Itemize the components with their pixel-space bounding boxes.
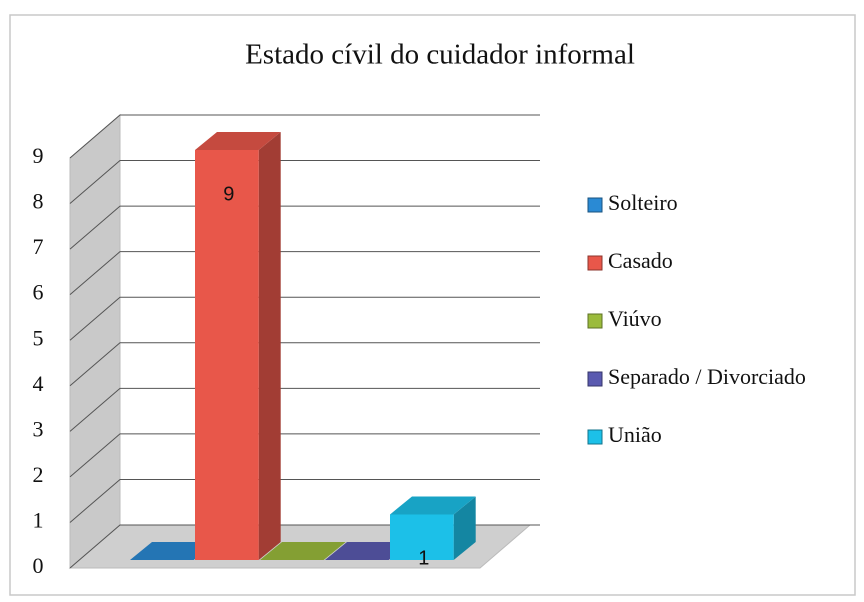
data-label: 1 xyxy=(418,548,429,570)
grid-line xyxy=(69,387,540,432)
y-tick-label: 1 xyxy=(33,507,44,532)
data-label: 9 xyxy=(223,183,234,205)
y-tick-label: 3 xyxy=(33,416,44,441)
legend-swatch xyxy=(587,255,603,271)
grid-line xyxy=(69,251,540,296)
legend-label: Solteiro xyxy=(608,190,678,215)
y-tick-label: 6 xyxy=(33,280,44,305)
bar-top xyxy=(390,496,476,515)
legend-label: União xyxy=(608,422,662,447)
grid-line xyxy=(69,114,540,159)
bar-top xyxy=(325,542,411,560)
bar xyxy=(390,514,454,560)
bar-top xyxy=(130,542,216,560)
legend-swatch xyxy=(587,313,603,329)
bar-side xyxy=(453,496,476,560)
legend-label: Separado / Divorciado xyxy=(608,364,806,389)
y-tick-label: 8 xyxy=(33,189,44,214)
grid-line xyxy=(69,478,540,523)
grid-line xyxy=(69,160,540,204)
legend-swatch xyxy=(587,429,603,445)
side-wall xyxy=(69,113,121,570)
y-tick-label: 9 xyxy=(33,143,44,168)
y-tick-label: 5 xyxy=(33,325,44,350)
grid-line xyxy=(69,433,540,478)
legend-label: Viúvo xyxy=(608,306,662,331)
legend-swatch xyxy=(587,371,603,387)
y-tick-label: 0 xyxy=(33,553,44,578)
y-tick-label: 2 xyxy=(33,462,44,487)
bar-top xyxy=(195,132,281,150)
bar-top xyxy=(260,542,346,560)
y-tick-label: 4 xyxy=(33,371,44,396)
bar xyxy=(195,150,259,560)
grid-line xyxy=(69,342,540,387)
y-tick-label: 7 xyxy=(33,234,44,259)
grid-line xyxy=(69,205,540,250)
chart-title: Estado cívil do cuidador informal xyxy=(245,39,635,71)
grid-line xyxy=(69,296,540,341)
legend-swatch xyxy=(587,197,603,213)
legend-label: Casado xyxy=(608,248,673,273)
bar-side xyxy=(258,132,281,560)
